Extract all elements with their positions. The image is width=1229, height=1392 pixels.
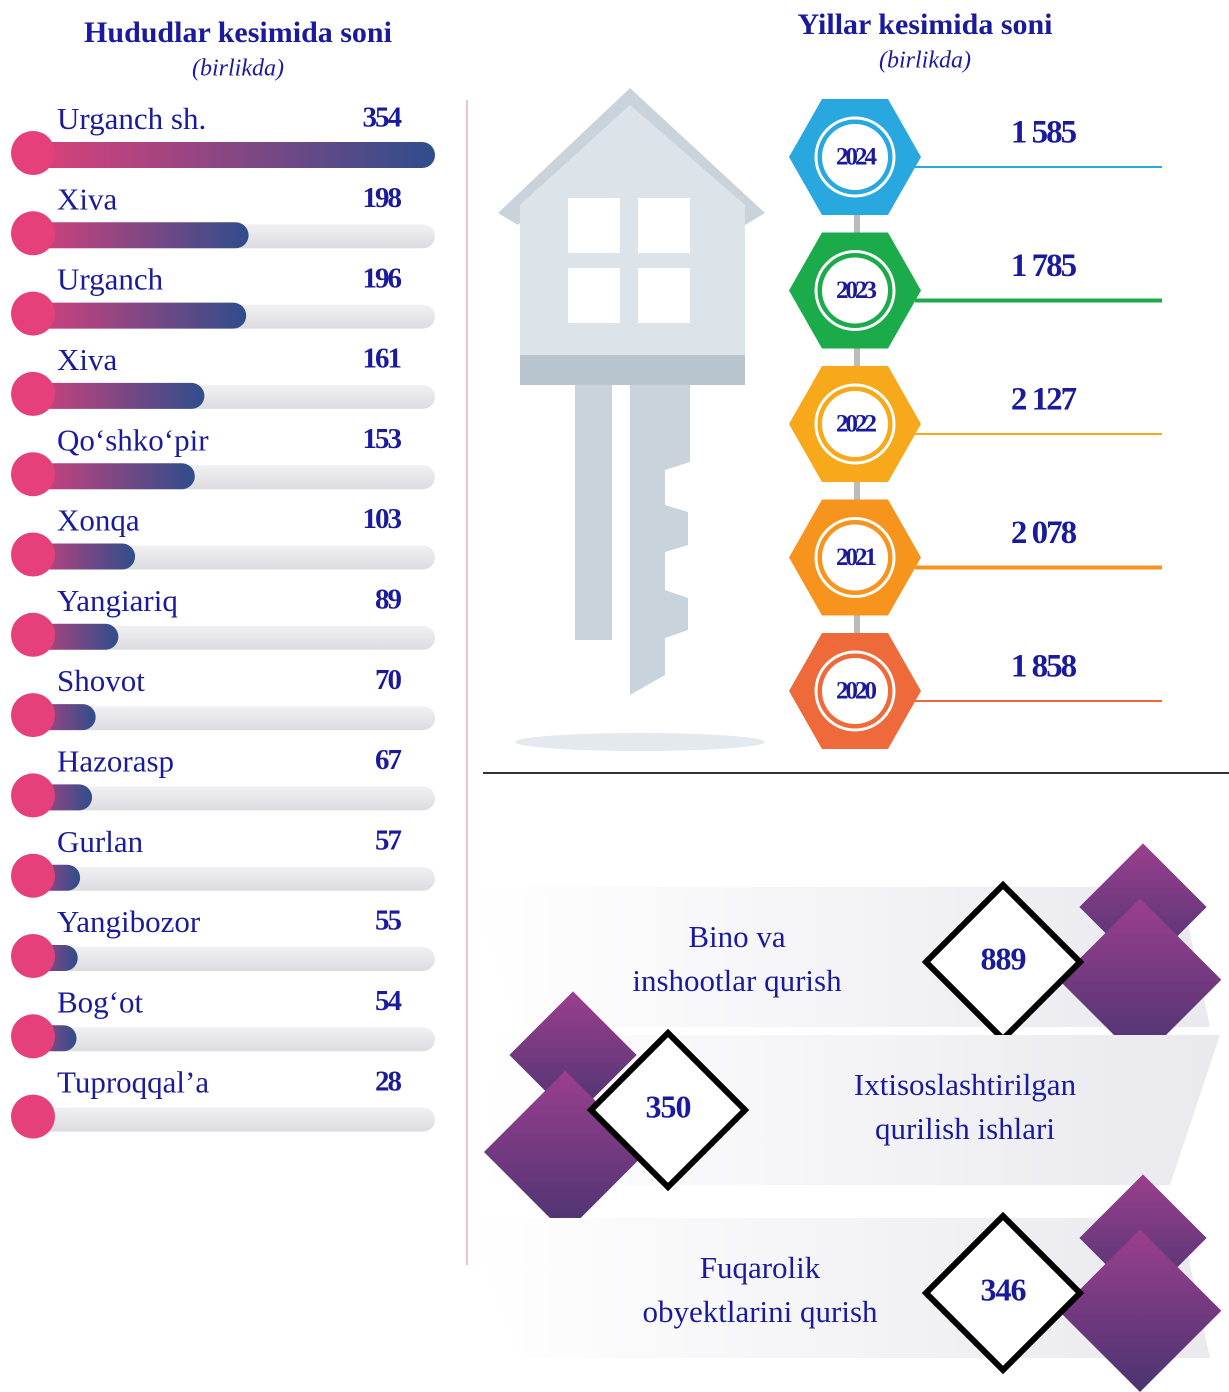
category-label: Bog‘ot: [57, 984, 144, 1019]
category-label: Urganch: [57, 262, 164, 297]
category-label: Ixtisoslashtirilgan: [854, 1067, 1077, 1102]
diamond: [921, 1211, 1085, 1375]
ring: [814, 383, 896, 465]
knob: [11, 853, 55, 898]
value-label: 57: [375, 824, 402, 856]
knob: [11, 452, 55, 497]
value-label: 2 078: [1011, 515, 1077, 551]
disc: [822, 524, 888, 591]
ring: [814, 116, 896, 198]
category-label: Yangiariq: [57, 583, 178, 618]
subtitle: (birlikda): [879, 48, 971, 74]
value-label: 161: [363, 343, 401, 375]
knob: [11, 773, 55, 818]
icon-tile: [1058, 1229, 1222, 1392]
category-label: Qo‘shko‘pir: [57, 422, 209, 457]
value-label: 67: [375, 744, 402, 776]
knob: [11, 131, 55, 175]
value-label: 153: [363, 423, 402, 455]
knob: [11, 291, 55, 336]
title: Hududlar kesimida soni: [84, 16, 392, 49]
category-label: qurilish ishlari: [875, 1111, 1055, 1146]
knob: [11, 612, 55, 657]
ring: [814, 517, 896, 598]
bar: [12, 463, 195, 490]
bar: [12, 382, 205, 409]
track: [12, 786, 435, 811]
ring: [814, 650, 896, 732]
category-label: Gurlan: [57, 824, 144, 859]
knob: [11, 1014, 55, 1059]
year-label: 2024: [836, 144, 878, 171]
value-label: 354: [363, 102, 402, 134]
value-label: 55: [375, 905, 402, 937]
knob: [11, 532, 55, 577]
value-label: 346: [981, 1271, 1027, 1307]
category-label: Xonqa: [57, 503, 140, 538]
value-label: 103: [363, 503, 402, 535]
knob: [11, 934, 55, 978]
track: [12, 625, 435, 650]
bar: [12, 302, 247, 329]
value-label: 54: [375, 985, 402, 1017]
track: [12, 947, 435, 971]
bar: [12, 142, 435, 168]
value-label: 350: [646, 1088, 691, 1124]
knob: [11, 693, 55, 738]
track: [12, 1107, 435, 1132]
value-label: 198: [363, 182, 402, 214]
category-label: Tuproqqal’a: [57, 1065, 209, 1100]
disc: [822, 658, 888, 724]
disc: [822, 257, 888, 324]
track: [12, 1027, 435, 1052]
title: Yillar kesimida soni: [797, 8, 1052, 41]
category-label: Shovot: [57, 663, 145, 698]
year-label: 2021: [836, 544, 877, 571]
diamond: [586, 1028, 750, 1192]
value-label: 70: [375, 664, 402, 696]
value-label: 89: [375, 583, 402, 615]
knob: [11, 371, 55, 416]
category-label: Bino va: [688, 919, 786, 954]
year-label: 2022: [836, 411, 877, 438]
track: [12, 706, 435, 731]
year-label: 2020: [836, 678, 877, 705]
category-label: Fuqarolik: [700, 1250, 821, 1285]
category-label: Urganch sh.: [57, 101, 206, 136]
value-label: 1 585: [1011, 115, 1077, 151]
value-label: 1 785: [1011, 248, 1077, 284]
disc: [822, 124, 888, 190]
category-label: Yangibozor: [57, 904, 201, 939]
icon-tile: [509, 991, 637, 1119]
house-key: [498, 88, 765, 751]
value-label: 889: [981, 940, 1026, 976]
year-label: 2023: [836, 277, 877, 304]
knob: [11, 211, 55, 256]
value-label: 2 127: [1011, 382, 1077, 418]
category-label: obyektlarini qurish: [642, 1294, 878, 1329]
value-label: 1 858: [1011, 649, 1077, 685]
category-label: Xiva: [57, 342, 118, 377]
subtitle: (birlikda): [192, 56, 284, 82]
bar: [12, 222, 249, 249]
knob: [11, 1094, 55, 1139]
ring: [814, 250, 896, 331]
category-label: Hazorasp: [57, 744, 174, 779]
value-label: 196: [363, 262, 402, 294]
value-label: 28: [375, 1065, 402, 1097]
track: [12, 866, 435, 891]
category-label: Xiva: [57, 181, 118, 216]
category-label: inshootlar qurish: [632, 963, 842, 998]
disc: [822, 391, 888, 457]
